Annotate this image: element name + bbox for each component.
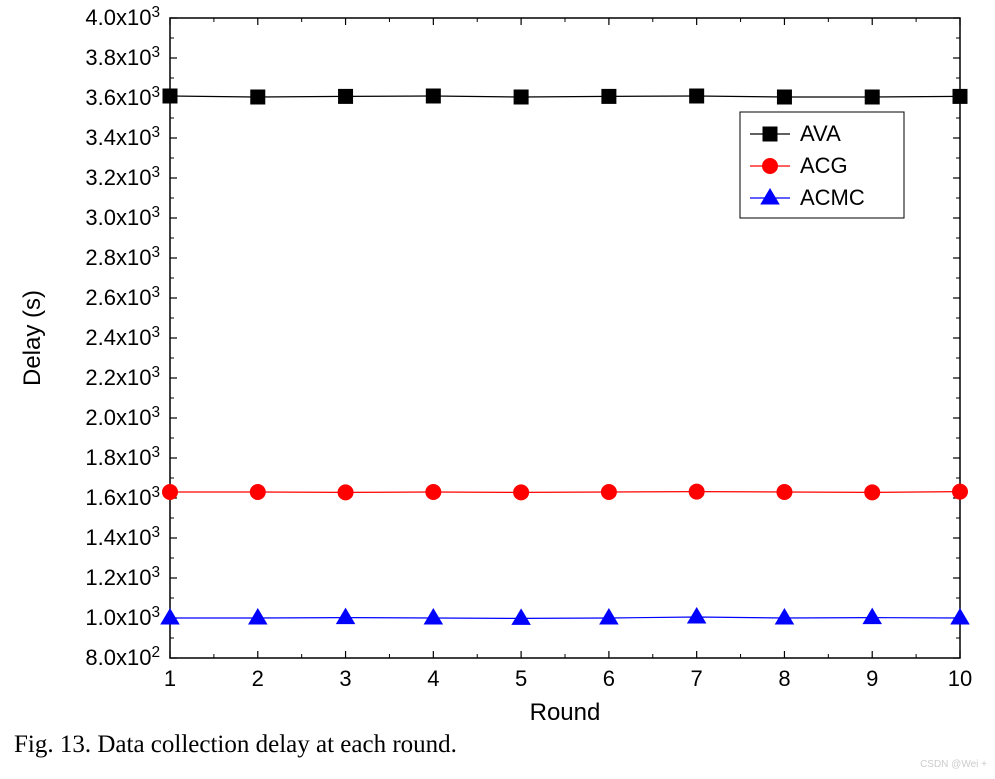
svg-text:2.8x103: 2.8x103 bbox=[85, 244, 160, 271]
y-axis-label: Delay (s) bbox=[19, 290, 46, 386]
x-tick-label: 4 bbox=[427, 666, 439, 691]
svg-text:8.0x102: 8.0x102 bbox=[85, 644, 160, 671]
svg-text:3.2x103: 3.2x103 bbox=[85, 164, 160, 191]
legend: AVA ACG ACMC bbox=[740, 112, 904, 218]
svg-text:3.0x103: 3.0x103 bbox=[85, 204, 160, 231]
svg-text:2.0x103: 2.0x103 bbox=[85, 404, 160, 431]
x-tick-label: 5 bbox=[515, 666, 527, 691]
svg-text:2.2x103: 2.2x103 bbox=[85, 364, 160, 391]
figure-caption: Fig. 13. Data collection delay at each r… bbox=[14, 731, 457, 758]
x-tick-label: 8 bbox=[778, 666, 790, 691]
legend-label: ACG bbox=[800, 153, 848, 178]
svg-text:1.8x103: 1.8x103 bbox=[85, 444, 160, 471]
x-axis-label: Round bbox=[530, 699, 601, 726]
x-tick-label: 9 bbox=[866, 666, 878, 691]
x-tick-label: 10 bbox=[948, 666, 972, 691]
svg-text:1.0x103: 1.0x103 bbox=[85, 604, 160, 631]
svg-text:1.4x103: 1.4x103 bbox=[85, 524, 160, 551]
svg-text:2.4x103: 2.4x103 bbox=[85, 324, 160, 351]
svg-text:1.6x103: 1.6x103 bbox=[85, 484, 160, 511]
svg-text:3.4x103: 3.4x103 bbox=[85, 124, 160, 151]
x-tick-label: 3 bbox=[339, 666, 351, 691]
x-tick-label: 6 bbox=[603, 666, 615, 691]
chart-svg: 1 2 3 4 5 6 7 8 9 10 Round 8.0x102 1.0x103 1.2x103 1.4… bbox=[0, 0, 995, 774]
svg-text:2.6x103: 2.6x103 bbox=[85, 284, 160, 311]
x-tick-label: 1 bbox=[164, 666, 176, 691]
x-tick-label: 7 bbox=[691, 666, 703, 691]
svg-text:3.8x103: 3.8x103 bbox=[85, 44, 160, 71]
svg-text:4.0x103: 4.0x103 bbox=[85, 4, 160, 31]
x-tick-label: 2 bbox=[252, 666, 264, 691]
svg-text:3.6x103: 3.6x103 bbox=[85, 84, 160, 111]
watermark: CSDN @Wei + bbox=[920, 759, 987, 770]
svg-text:1.2x103: 1.2x103 bbox=[85, 564, 160, 591]
legend-label: AVA bbox=[800, 121, 841, 146]
chart-container: 1 2 3 4 5 6 7 8 9 10 Round 8.0x102 1.0x103 1.2x103 1.4… bbox=[0, 0, 995, 774]
legend-label: ACMC bbox=[800, 185, 865, 210]
